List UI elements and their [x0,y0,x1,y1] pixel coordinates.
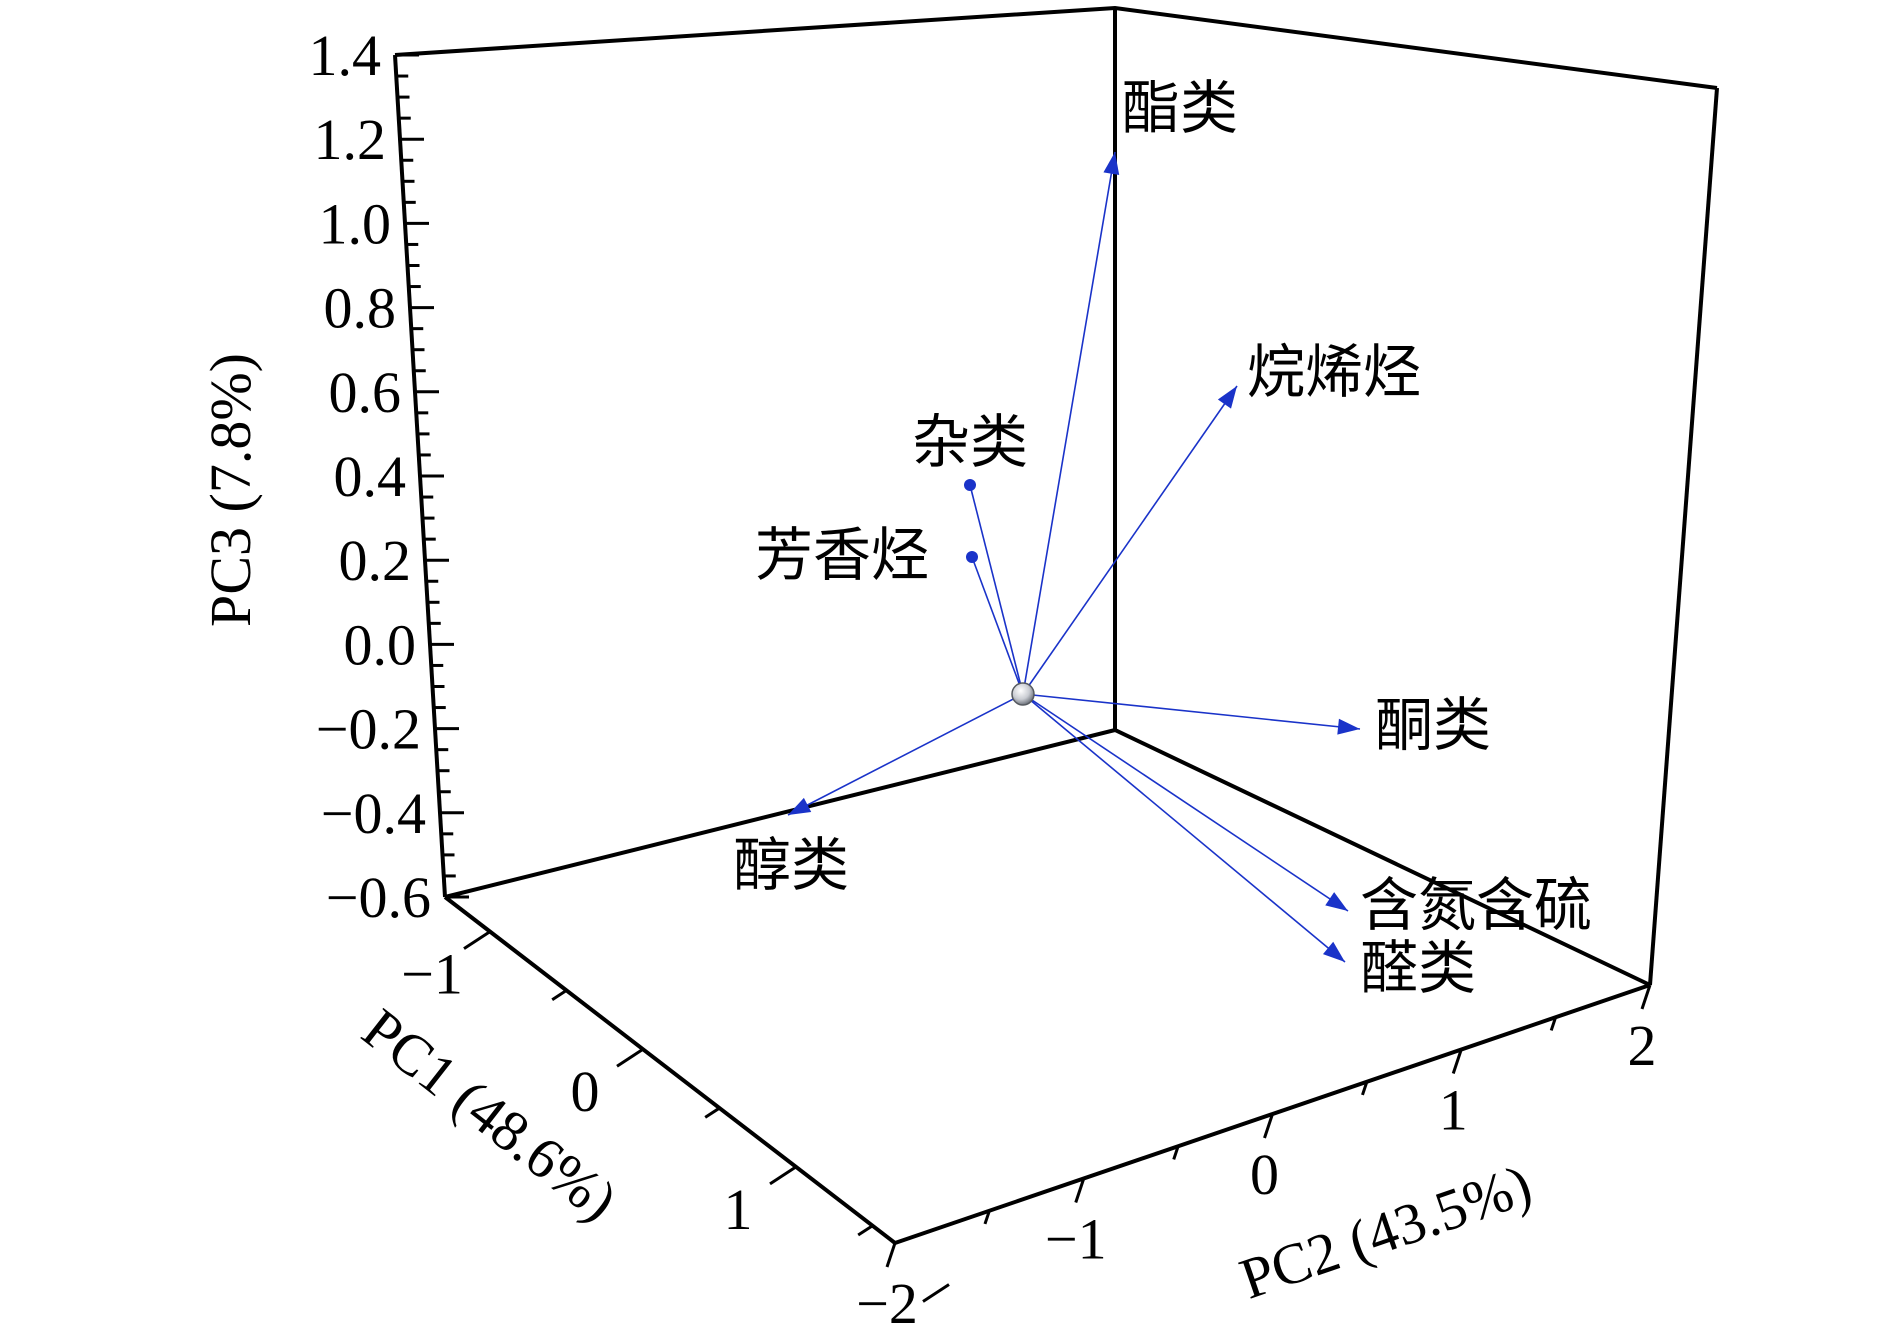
vector-label: 醛类 [1360,934,1476,1002]
frame-floor-back [444,727,1651,987]
vector-line [1022,693,1349,912]
y-minor-tick [1361,1081,1369,1096]
x-tick-label: 1 [724,1177,753,1242]
y-tick-label: −1 [1045,1207,1107,1272]
y-major-tick [1451,1049,1463,1074]
y-major-tick [1074,1178,1086,1203]
x-major-tick [769,1165,797,1186]
y-tick-label: 1 [1439,1078,1468,1143]
vector-label: 酯类 [1122,74,1238,142]
vector-line [1022,693,1361,730]
vector-arrowhead [788,797,812,815]
y-minor-tick [1172,1145,1180,1160]
z-tick-label: 1.2 [314,107,387,172]
frame-back-pane [394,5,1718,90]
y-tick-label: −2 [856,1271,918,1336]
z-tick-label: 1.0 [319,191,392,256]
x-major-tick [922,1283,950,1303]
y-minor-tick [1549,1016,1558,1031]
z-tick-label: 0.2 [339,528,412,593]
vector-line [971,556,1024,695]
y-tick-label: 2 [1628,1013,1657,1078]
y-major-tick [1640,984,1652,1010]
x-minor-tick [551,989,568,1002]
axis-ticks [395,53,1652,1303]
z-tick-label: 0.8 [324,276,397,341]
vector-label: 醇类 [733,831,849,899]
vector-endpoint [966,551,978,563]
vector-line [1022,693,1346,963]
y-minor-tick [983,1210,991,1225]
vector-arrowhead [1337,718,1360,735]
vector-endpoint [964,479,976,491]
vector-label: 杂类 [912,408,1028,476]
vector-line [1022,385,1238,695]
z-tick-label: 1.4 [309,23,382,88]
x-axis-line [443,895,897,1245]
z-tick-label: −0.6 [326,865,431,930]
z-tick-label: 0.4 [334,444,407,509]
origin-marker [1011,682,1035,706]
vector-line [1022,151,1116,695]
vector-label: 含氮含硫 [1360,871,1592,939]
z-tick-label: −0.2 [316,697,421,762]
vector-arrowhead [1322,941,1345,962]
x-major-tick [463,930,491,950]
vector-arrowhead [1217,386,1237,409]
x-tick-label: 0 [571,1059,600,1124]
frame-right-edge [1648,87,1719,986]
chart-frame [393,5,1719,1245]
axis-tick-labels: −0.6 −0.4 −0.2 0.0 0.2 0.4 0.6 0.8 1.0 1.2 1.4 −1 0 1… [309,23,1657,1336]
y-major-tick [1263,1113,1274,1139]
x-minor-tick [857,1224,874,1237]
vector-label: 酮类 [1375,691,1491,759]
x-major-tick [616,1047,644,1068]
vector-arrowhead [1325,892,1348,911]
y-tick-label: 0 [1250,1142,1279,1207]
loading-vectors [787,151,1361,963]
z-tick-label: −0.4 [321,781,426,846]
vector-arrowhead [1103,152,1120,176]
vector-label: 芳香烃 [755,521,929,589]
z-tick-label: 0.6 [329,360,402,425]
z-tick-label: 0.0 [344,612,417,677]
x-tick-label: −1 [401,942,463,1007]
y-major-tick [885,1242,897,1268]
vector-label: 烷烯烃 [1247,338,1421,406]
vector-line [969,484,1024,695]
vector-line [787,693,1024,816]
z-axis-title: PC3 (7.8%) [198,353,263,627]
x-minor-tick [704,1106,721,1119]
